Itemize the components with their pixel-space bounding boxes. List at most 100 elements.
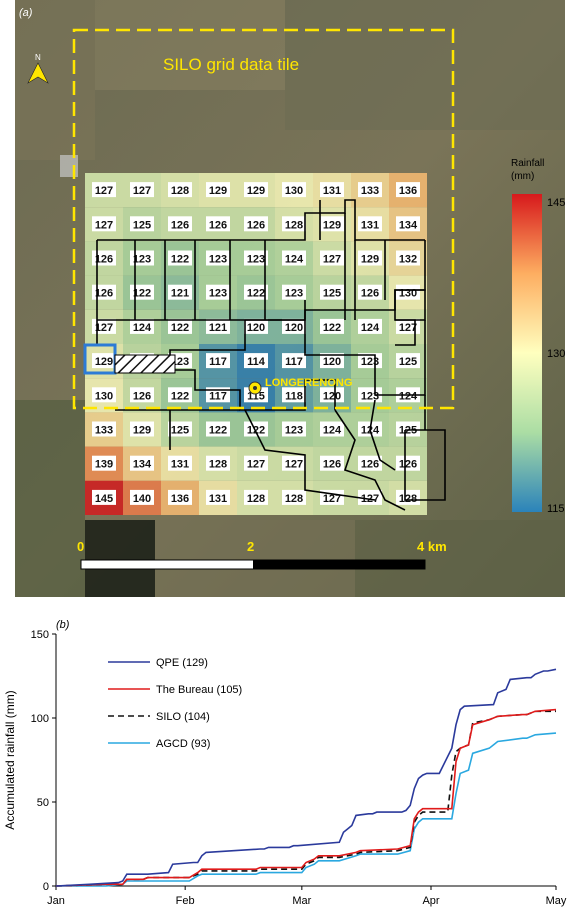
cell-label-bg bbox=[282, 216, 306, 232]
cell-label-bg bbox=[358, 489, 382, 505]
cell-label-bg bbox=[358, 455, 382, 471]
cell-value-label: 128 bbox=[285, 219, 303, 231]
cell-value-label: 128 bbox=[247, 493, 265, 505]
cell-value-label: 127 bbox=[323, 254, 341, 266]
x-tick-label: Apr bbox=[422, 895, 439, 907]
accumulated-rainfall-panel: (b) 0 50 100 150 Jan Feb Mar Apr May QPE (129) Th… bbox=[0, 619, 568, 909]
cell-label-bg bbox=[92, 216, 116, 232]
cell-value-label: 127 bbox=[133, 185, 151, 197]
cell-label-bg bbox=[358, 318, 382, 334]
y-tick-label: 50 bbox=[37, 797, 49, 809]
cell-value-label: 129 bbox=[133, 425, 151, 437]
cell-label-bg bbox=[206, 182, 230, 198]
cell-value-label: 126 bbox=[361, 288, 379, 300]
cell-label-bg bbox=[320, 182, 344, 198]
cell-value-label: 118 bbox=[285, 390, 303, 402]
cell-label-bg bbox=[320, 353, 344, 369]
scale-label-4km: 4 km bbox=[417, 539, 447, 554]
north-arrow-icon bbox=[27, 62, 49, 84]
cell-label-bg bbox=[320, 421, 344, 437]
cell-label-bg bbox=[396, 284, 420, 300]
cell-value-label: 126 bbox=[209, 219, 227, 231]
cell-label-bg bbox=[206, 387, 230, 403]
y-tick-label: 100 bbox=[31, 713, 49, 725]
cell-value-label: 131 bbox=[323, 185, 341, 197]
rainfall-map: 127 127 128 129 129 130 131 133 136 127 125 126 126 1… bbox=[15, 0, 565, 597]
cell-value-label: 124 bbox=[133, 322, 152, 334]
x-tick-label: Mar bbox=[292, 895, 311, 907]
cell-label-bg bbox=[168, 455, 192, 471]
cell-label-bg bbox=[206, 284, 230, 300]
cell-label-bg bbox=[130, 284, 154, 300]
cell-label-bg bbox=[168, 250, 192, 266]
cell-value-label: 127 bbox=[285, 459, 303, 471]
cell-label-bg bbox=[358, 284, 382, 300]
cell-value-label: 125 bbox=[399, 356, 417, 368]
cell-label-bg bbox=[92, 182, 116, 198]
cell-value-label: 128 bbox=[399, 493, 417, 505]
cell-label-bg bbox=[168, 421, 192, 437]
hatched-area bbox=[114, 354, 176, 374]
cell-label-bg bbox=[396, 353, 420, 369]
cell-label-bg bbox=[206, 216, 230, 232]
x-tick-label: Feb bbox=[176, 895, 195, 907]
cell-value-label: 121 bbox=[209, 322, 227, 334]
cell-label-bg bbox=[206, 318, 230, 334]
cell-label-bg bbox=[92, 318, 116, 334]
cell-label-bg bbox=[168, 318, 192, 334]
cell-label-bg bbox=[244, 216, 268, 232]
y-tick-label: 150 bbox=[31, 629, 49, 641]
cell-value-label: 127 bbox=[247, 459, 265, 471]
cell-value-label: 123 bbox=[209, 254, 227, 266]
place-label: LONGERENONG bbox=[265, 377, 352, 389]
cell-value-label: 122 bbox=[133, 288, 151, 300]
cell-label-bg bbox=[244, 489, 268, 505]
field-boundaries bbox=[96, 199, 446, 511]
cell-value-label: 126 bbox=[323, 459, 341, 471]
cell-label-bg bbox=[282, 318, 306, 334]
cell-value-label: 129 bbox=[209, 185, 227, 197]
cell-value-label: 127 bbox=[399, 322, 417, 334]
x-tick-label: Jan bbox=[47, 895, 65, 907]
cell-label-bg bbox=[320, 216, 344, 232]
cell-value-label: 145 bbox=[95, 493, 113, 505]
legend-label: SILO (104) bbox=[156, 711, 210, 723]
cell-label-bg bbox=[282, 489, 306, 505]
cell-value-label: 128 bbox=[171, 185, 189, 197]
cell-value-label: 122 bbox=[323, 322, 341, 334]
cell-label-bg bbox=[396, 182, 420, 198]
cell-value-label: 139 bbox=[95, 459, 113, 471]
cell-label-bg bbox=[244, 182, 268, 198]
cell-value-label: 121 bbox=[171, 288, 189, 300]
cell-value-label: 123 bbox=[247, 254, 265, 266]
cell-label-bg bbox=[358, 387, 382, 403]
scale-label-0: 0 bbox=[77, 539, 84, 554]
cell-value-label: 125 bbox=[323, 288, 341, 300]
cell-label-bg bbox=[130, 216, 154, 232]
cell-label-bg bbox=[130, 250, 154, 266]
cell-label-bg bbox=[130, 182, 154, 198]
cell-value-label: 127 bbox=[323, 493, 341, 505]
cell-label-bg bbox=[206, 250, 230, 266]
cell-label-bg bbox=[396, 250, 420, 266]
cell-value-label: 131 bbox=[209, 493, 227, 505]
cell-label-bg bbox=[130, 387, 154, 403]
cell-value-label: 131 bbox=[361, 219, 379, 231]
legend-label: The Bureau (105) bbox=[156, 684, 242, 696]
scale-label-2: 2 bbox=[247, 539, 254, 554]
cell-label-bg bbox=[92, 387, 116, 403]
cell-value-label: 127 bbox=[95, 322, 113, 334]
cell-value-label: 134 bbox=[133, 459, 152, 471]
cell-label-bg bbox=[396, 489, 420, 505]
series-line bbox=[55, 710, 556, 887]
cell-value-label: 134 bbox=[399, 219, 418, 231]
cell-value-label: 123 bbox=[285, 425, 303, 437]
cell-value-label: 140 bbox=[133, 493, 151, 505]
cell-label-bg bbox=[320, 250, 344, 266]
cell-label-bg bbox=[130, 421, 154, 437]
panel-b-label: (b) bbox=[56, 620, 70, 631]
cell-value-label: 133 bbox=[361, 185, 379, 197]
cell-label-bg bbox=[206, 455, 230, 471]
colorbar: Rainfall (mm) 145 130 115 bbox=[511, 158, 565, 515]
cell-label-bg bbox=[396, 421, 420, 437]
